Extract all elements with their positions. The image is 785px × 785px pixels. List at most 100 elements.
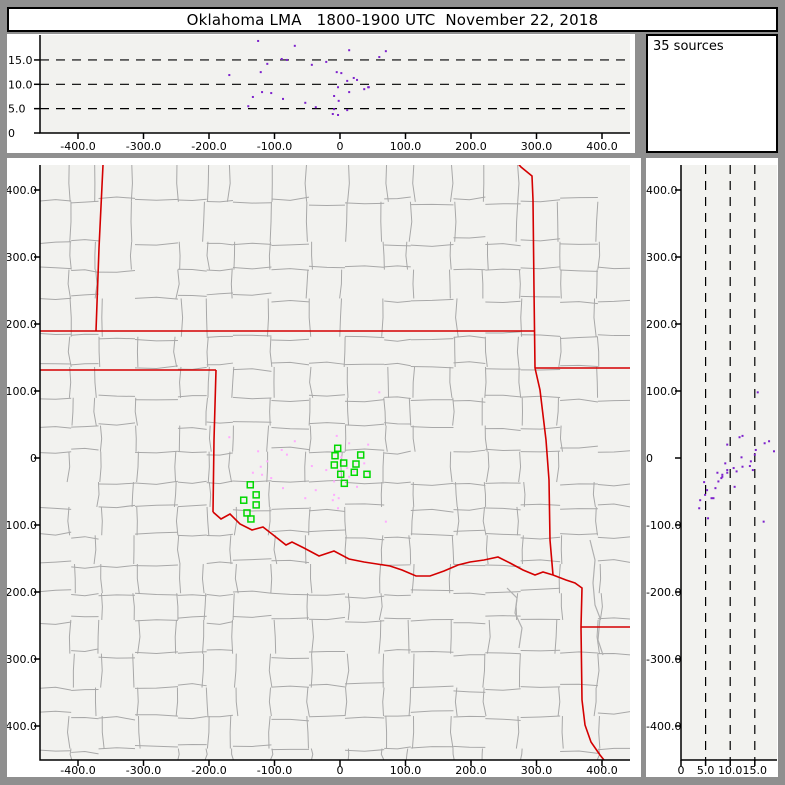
county-line xyxy=(346,366,349,398)
county-line xyxy=(523,482,526,507)
county-line xyxy=(516,336,520,367)
county-line xyxy=(597,503,630,508)
county-line xyxy=(71,363,99,366)
county-line xyxy=(177,480,207,484)
tick-label: 0 xyxy=(337,764,344,777)
county-line xyxy=(384,536,411,539)
county-line xyxy=(177,683,207,687)
county-line xyxy=(453,690,486,693)
county-line xyxy=(206,336,209,367)
county-line xyxy=(132,593,135,620)
county-line xyxy=(345,201,348,242)
county-line xyxy=(346,397,350,426)
county-line xyxy=(384,196,411,200)
county-line xyxy=(597,450,630,453)
county-line xyxy=(231,748,234,760)
county-line xyxy=(596,336,600,367)
county-line xyxy=(98,594,136,597)
county-line xyxy=(412,482,415,507)
lma-station-marker xyxy=(333,444,342,453)
county-line xyxy=(410,685,454,689)
lightning-source-dot xyxy=(762,520,765,523)
county-line xyxy=(94,366,97,398)
county-line xyxy=(485,300,521,304)
tick-label: 0 xyxy=(337,140,344,153)
county-line xyxy=(206,421,233,424)
county-line xyxy=(232,242,272,246)
lightning-source-dot xyxy=(293,44,296,47)
lightning-source-dot xyxy=(699,499,702,502)
county-line xyxy=(271,196,310,201)
county-line xyxy=(177,294,207,297)
county-line xyxy=(384,425,388,452)
county-line xyxy=(271,507,309,510)
lightning-source-dot xyxy=(293,440,296,443)
county-line xyxy=(560,364,598,367)
county-line xyxy=(206,716,210,749)
lightning-source-dot xyxy=(763,442,766,445)
county-line xyxy=(410,366,454,369)
county-line xyxy=(206,292,233,296)
lightning-source-dot xyxy=(712,497,715,500)
county-line xyxy=(449,366,453,398)
lma-station-marker xyxy=(363,470,371,479)
county-line xyxy=(344,716,385,719)
lightning-source-dot xyxy=(703,481,706,484)
tick-label: 400.0 xyxy=(586,140,618,153)
tick-label: 100.0 xyxy=(646,385,678,398)
county-line xyxy=(232,266,272,270)
county-line xyxy=(560,651,598,654)
county-line xyxy=(384,746,411,750)
county-line xyxy=(201,653,205,688)
county-line xyxy=(520,295,561,298)
county-line xyxy=(175,269,180,299)
county-line xyxy=(271,427,309,430)
plan-view-plot[interactable]: 400.0 300.0 200.0 100.0 0 -100.0 -200.0 -300.0 -… xyxy=(7,158,641,777)
altitude-ns-plot[interactable]: 400.0 300.0 200.0 100.0 0 -100.0 -200.0 -300.0 -… xyxy=(646,158,778,777)
county-line xyxy=(560,269,598,272)
lightning-source-dot xyxy=(726,443,729,446)
county-line xyxy=(134,397,138,426)
altitude-ns-panel: 400.0 300.0 200.0 100.0 0 -100.0 -200.0 -300.0 -… xyxy=(646,158,778,777)
county-line xyxy=(177,748,180,760)
tick-label: -100.0 xyxy=(7,519,37,532)
county-line xyxy=(453,399,486,403)
county-line xyxy=(560,243,598,245)
lightning-source-dot xyxy=(266,460,269,463)
county-line xyxy=(308,593,346,596)
county-line xyxy=(177,594,207,597)
county-line xyxy=(40,333,72,335)
river-line xyxy=(589,539,604,656)
lightning-source-dot xyxy=(738,436,741,439)
lightning-source-dot xyxy=(714,487,717,490)
lightning-source-dot xyxy=(314,106,317,109)
county-line xyxy=(40,397,72,400)
county-line xyxy=(134,480,179,485)
tick-label: -100.0 xyxy=(257,764,292,777)
county-line xyxy=(98,747,136,750)
lightning-source-dot xyxy=(331,113,334,116)
county-line xyxy=(136,564,140,594)
county-line xyxy=(206,268,234,272)
county-line xyxy=(448,269,451,299)
county-line xyxy=(560,750,598,754)
county-line xyxy=(597,483,630,487)
county-line xyxy=(384,450,411,455)
county-line xyxy=(410,426,454,429)
lightning-source-dot xyxy=(748,465,751,468)
county-line xyxy=(595,201,599,242)
lma-station-marker xyxy=(252,501,260,509)
county-line xyxy=(411,506,414,536)
lma-station-marker xyxy=(331,451,339,460)
tick-label: 200.0 xyxy=(7,318,37,331)
county-line xyxy=(271,268,310,271)
county-line xyxy=(98,270,136,273)
county-line xyxy=(484,336,488,367)
lightning-source-dot xyxy=(724,462,727,465)
county-line xyxy=(310,748,314,760)
county-line xyxy=(177,615,207,619)
lightning-source-dot xyxy=(352,470,355,473)
altitude-ew-plot[interactable]: 15.0 10.0 5.0 0 -400.0 -300.0 -200.0 -100.0 0 100… xyxy=(7,34,635,153)
county-line xyxy=(308,529,345,533)
county-line xyxy=(202,201,205,242)
